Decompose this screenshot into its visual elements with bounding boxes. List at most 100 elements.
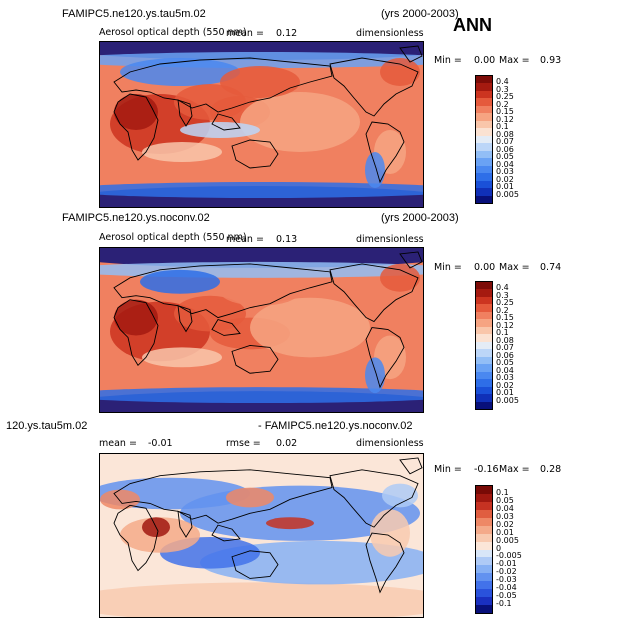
colorbar-tick-label: 0.12: [496, 114, 514, 124]
map-field-blobs: [100, 477, 423, 617]
map-field-region: [226, 487, 274, 508]
coastline: [329, 469, 419, 528]
coastline: [113, 263, 333, 319]
colorbar-segment: [476, 364, 492, 372]
panel2-variable: Aerosol optical depth (550 nm): [99, 232, 247, 243]
colorbar-segment: [476, 493, 492, 502]
colorbar-tick-label: 0.25: [496, 92, 514, 102]
colorbar-tick-label: 0.04: [496, 159, 514, 169]
coastline: [231, 550, 279, 579]
colorbar-tick-label: -0.02: [496, 567, 517, 577]
colorbar-segment: [476, 573, 492, 582]
colorbar-segment: [476, 165, 492, 174]
colorbar-segment: [476, 501, 492, 510]
map-field-region: [365, 152, 385, 188]
map-field-blobs: [100, 42, 423, 207]
coastline: [113, 469, 333, 524]
map-field-region: [250, 297, 370, 358]
panel2-mean-label: mean =: [226, 234, 264, 245]
colorbar-segment: [476, 549, 492, 558]
panel3-colorbar: [475, 485, 493, 614]
colorbar-segment: [476, 83, 492, 91]
map-field-region: [220, 277, 300, 306]
panel3-max-value: 0.28: [540, 464, 562, 475]
colorbar-segment: [476, 135, 492, 144]
coastline: [177, 304, 193, 333]
panel3-rmse-label: rmse =: [226, 438, 261, 449]
map-field-region: [368, 285, 412, 330]
colorbar-tick-label: 0.005: [496, 535, 519, 545]
coastline: [211, 113, 241, 131]
coastline: [329, 263, 419, 323]
colorbar-tick-label: 0.04: [496, 365, 514, 375]
colorbar-segment: [476, 371, 492, 380]
coastline: [211, 524, 241, 542]
colorbar-tick-label: 0.25: [496, 298, 514, 308]
map-field-region: [368, 80, 412, 124]
colorbar-tick-label: 0.1: [496, 122, 509, 132]
colorbar-tick-label: 0.03: [496, 373, 514, 383]
colorbar-segment: [476, 565, 492, 574]
panel2-max-label: Max =: [499, 262, 530, 273]
colorbar-tick-label: 0.01: [496, 527, 514, 537]
colorbar-segment: [476, 517, 492, 526]
panel2-mean-value: 0.13: [276, 234, 298, 245]
colorbar-tick-label: 0.01: [496, 388, 514, 398]
colorbar-tick-label: 0.005: [496, 395, 519, 405]
colorbar-tick-label: 0.06: [496, 144, 514, 154]
panel2-min-label: Min =: [434, 262, 462, 273]
colorbar-tick-label: 0.07: [496, 343, 514, 353]
panel1-min-label: Min =: [434, 55, 462, 66]
colorbar-tick-label: 0.1: [496, 328, 509, 338]
coastline: [399, 45, 423, 63]
colorbar-tick-label: 0.4: [496, 283, 509, 293]
panel3-mean-value: -0.01: [148, 438, 173, 449]
colorbar-segment: [476, 289, 492, 297]
map-field-region: [180, 122, 260, 138]
coastline: [113, 504, 159, 572]
colorbar-segment: [476, 597, 492, 606]
colorbar-segment: [476, 349, 492, 357]
colorbar-tick-label: 0.07: [496, 137, 514, 147]
panel1-min-value: 0.00: [474, 55, 496, 66]
panel1-case-name: FAMIPC5.ne120.ys.tau5m.02: [62, 8, 206, 20]
colorbar-segment: [476, 76, 492, 84]
coastline: [231, 139, 279, 169]
map-field-region: [240, 92, 360, 152]
colorbar-segment: [476, 605, 492, 613]
panel1-max-value: 0.93: [540, 55, 562, 66]
panel1-map: [99, 41, 424, 208]
colorbar-tick-label: 0.15: [496, 107, 514, 117]
colorbar-tick-label: -0.005: [496, 551, 522, 561]
colorbar-tick-label: 0.1: [496, 487, 509, 497]
panel3-case-name: 120.ys.tau5m.02: [6, 420, 88, 432]
panel1-mean-value: 0.12: [276, 28, 298, 39]
map-field-region: [120, 58, 240, 86]
panel2-max-value: 0.74: [540, 262, 562, 273]
panel3-units: dimensionless: [356, 438, 424, 449]
map-field-blobs: [100, 248, 423, 412]
panel1-units: dimensionless: [356, 28, 424, 39]
colorbar-segment: [476, 379, 492, 387]
panel1-colorbar: [475, 75, 493, 204]
colorbar-tick-label: -0.04: [496, 583, 517, 593]
map-field-region: [142, 142, 222, 162]
colorbar-segment: [476, 158, 492, 166]
coastline: [231, 344, 279, 374]
colorbar-tick-label: -0.03: [496, 575, 517, 585]
colorbar-segment: [476, 150, 492, 159]
colorbar-segment: [476, 188, 492, 196]
colorbar-segment: [476, 509, 492, 518]
colorbar-tick-label: 0.06: [496, 350, 514, 360]
coastline: [113, 299, 159, 367]
panel1-variable: Aerosol optical depth (550 nm): [99, 27, 247, 38]
map-field-region: [114, 299, 158, 336]
colorbar-segment: [476, 282, 492, 290]
colorbar-segment: [476, 304, 492, 312]
panel3-map-field: [100, 454, 423, 617]
colorbar-tick-label: 0.3: [496, 290, 509, 300]
map-field-region: [100, 387, 423, 404]
map-field-region: [220, 66, 300, 98]
coastlines: [113, 457, 423, 594]
colorbar-segment: [476, 386, 492, 395]
